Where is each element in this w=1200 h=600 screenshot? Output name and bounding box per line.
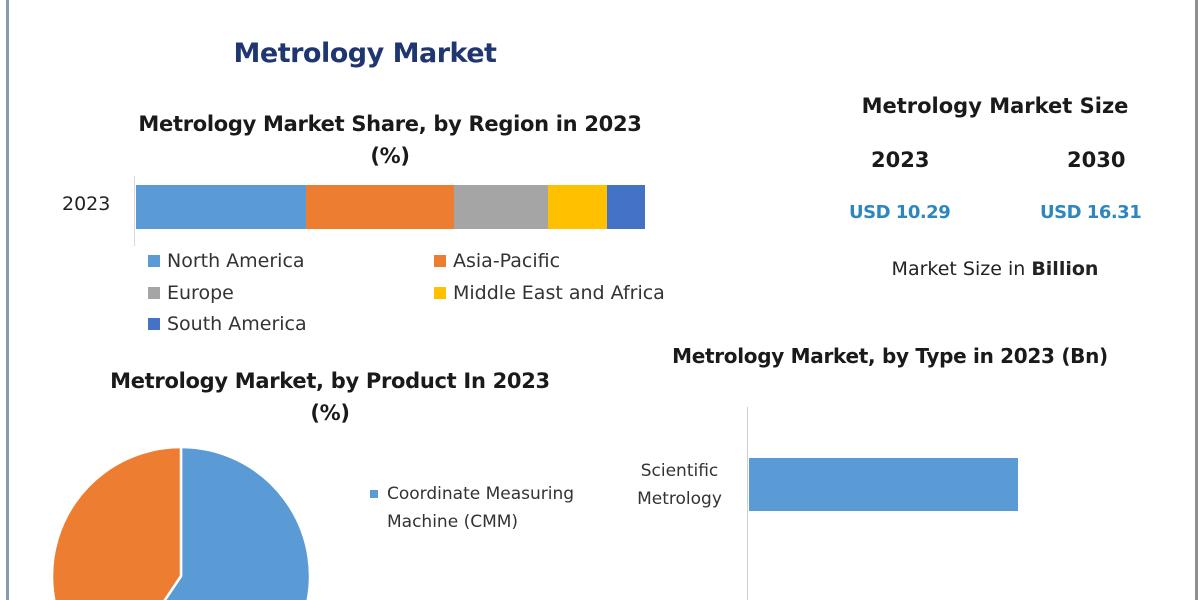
legend-swatch-icon xyxy=(148,255,160,267)
frame-border-left xyxy=(6,0,9,600)
legend-item-cmm: Coordinate Measuring Machine (CMM) xyxy=(370,480,574,536)
region-chart-title: Metrology Market Share, by Region in 202… xyxy=(120,108,660,172)
region-category-label: 2023 xyxy=(62,193,111,215)
bar-segment-europe xyxy=(454,185,549,229)
legend-swatch-icon xyxy=(434,287,446,299)
page-title: Metrology Market xyxy=(233,38,497,69)
frame-border-right xyxy=(1195,0,1198,600)
legend-label-line1: Coordinate Measuring xyxy=(387,484,575,504)
type-category-label: Scientific Metrology xyxy=(622,457,737,513)
market-size-unit: Market Size in Billion xyxy=(840,258,1150,280)
pie-slice-1 xyxy=(50,445,183,600)
legend-label: Asia-Pacific xyxy=(453,250,561,272)
region-chart-axis xyxy=(134,176,135,246)
product-chart-title: Metrology Market, by Product In 2023 (%) xyxy=(90,365,570,429)
product-chart-title-line1: Metrology Market, by Product In 2023 xyxy=(110,369,550,393)
market-size-year-2023: 2023 xyxy=(871,148,930,172)
legend-label-line2: Machine (CMM) xyxy=(387,512,519,532)
bar-segment-north-america xyxy=(136,185,306,229)
market-size-title: Metrology Market Size xyxy=(861,94,1129,118)
product-pie xyxy=(50,445,312,600)
pie-slice-0 xyxy=(163,445,312,600)
market-size-unit-bold: Billion xyxy=(1031,258,1099,280)
legend-swatch-icon xyxy=(148,318,160,330)
type-bar-scientific-metrology xyxy=(749,458,1018,511)
market-size-unit-prefix: Market Size in xyxy=(891,258,1032,280)
legend-swatch-icon xyxy=(148,287,160,299)
legend-swatch-icon xyxy=(434,255,446,267)
legend-item-europe: Europe xyxy=(148,282,234,304)
legend-label: North America xyxy=(167,250,305,272)
type-chart-axis xyxy=(747,407,748,600)
legend-label: Europe xyxy=(167,282,234,304)
type-category-label-line1: Scientific xyxy=(640,461,719,481)
product-chart-title-line2: (%) xyxy=(310,401,350,425)
legend-swatch-icon xyxy=(370,490,378,498)
type-category-label-line2: Metrology xyxy=(637,489,722,509)
market-size-value-2023: USD 10.29 xyxy=(849,202,951,223)
region-stacked-bar xyxy=(136,185,645,229)
market-size-value-2030: USD 16.31 xyxy=(1040,202,1142,223)
type-chart-title: Metrology Market, by Type in 2023 (Bn) xyxy=(672,344,1108,368)
region-chart-title-line1: Metrology Market Share, by Region in 202… xyxy=(138,112,642,136)
legend-item-south-america: South America xyxy=(148,313,307,335)
market-size-year-2030: 2030 xyxy=(1067,148,1126,172)
legend-item-middle-east-africa: Middle East and Africa xyxy=(434,282,665,304)
region-chart-title-line2: (%) xyxy=(370,144,410,168)
legend-item-asia-pacific: Asia-Pacific xyxy=(434,250,560,272)
legend-label: South America xyxy=(167,313,307,335)
bar-segment-south-america xyxy=(607,185,645,229)
bar-segment-asia-pacific xyxy=(306,185,455,229)
legend-item-north-america: North America xyxy=(148,250,305,272)
legend-label: Middle East and Africa xyxy=(453,282,665,304)
bar-segment-middle-east-and-africa xyxy=(548,185,608,229)
